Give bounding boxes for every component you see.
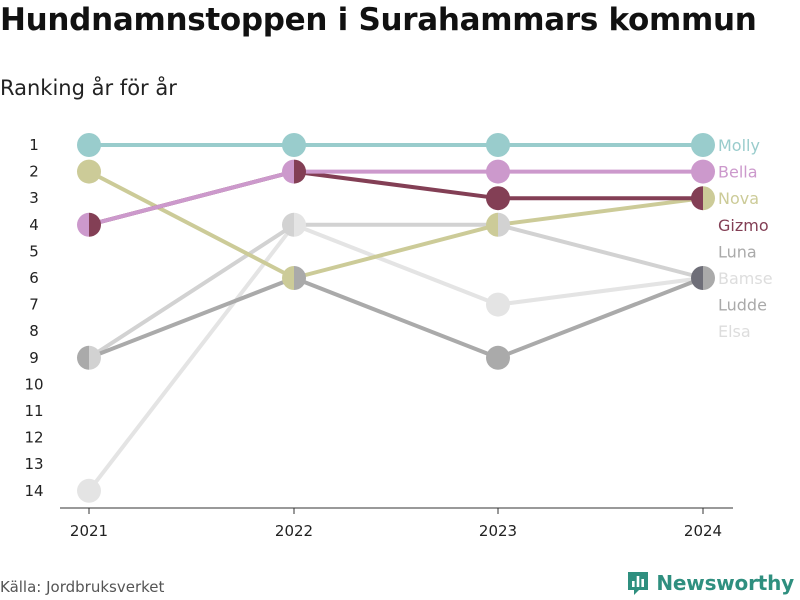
point-2022-rank-4-right <box>294 212 306 237</box>
series-label-nova: Nova <box>718 189 759 208</box>
series-line-luna <box>87 276 705 360</box>
point-2021-rank-2 <box>77 159 101 184</box>
point-2022-rank-2-left <box>282 159 294 184</box>
point-2024-rank-6-right <box>703 266 715 290</box>
series-line-nova <box>87 169 705 280</box>
brand-name: Newsworthy <box>656 571 794 595</box>
point-2024-rank-1 <box>691 133 715 157</box>
series-label-ludde: Ludde <box>718 296 767 315</box>
x-tick-label: 2022 <box>275 522 313 540</box>
series-label-gizmo: Gizmo <box>718 216 769 235</box>
series-line-gizmo <box>87 169 705 227</box>
series-line-ludde <box>87 222 705 360</box>
series-label-molly: Molly <box>718 136 760 155</box>
point-2023-rank-9 <box>486 345 510 370</box>
bar-chart-icon <box>628 572 649 595</box>
point-2024-rank-3-right <box>703 186 715 211</box>
point-2023-rank-2 <box>486 159 510 184</box>
y-tick-label: 14 <box>24 482 43 500</box>
y-tick-label: 3 <box>29 189 39 207</box>
y-tick-label: 9 <box>29 349 39 367</box>
series-label-bamse: Bamse <box>718 269 773 288</box>
y-tick-label: 6 <box>29 269 39 287</box>
series-lines <box>87 143 705 493</box>
point-2023-rank-1 <box>486 133 510 157</box>
y-tick-label: 2 <box>29 163 39 181</box>
point-2022-rank-6-left <box>282 266 294 290</box>
x-tick-label: 2023 <box>479 522 517 540</box>
point-2021-rank-1 <box>77 133 101 157</box>
y-tick-label: 1 <box>29 136 39 154</box>
series-line-bella <box>87 169 705 227</box>
point-2021-rank-14 <box>77 478 101 503</box>
point-2024-rank-6-left <box>691 266 703 290</box>
point-2022-rank-2-right <box>294 159 306 184</box>
series-labels: Molly Bella Nova Gizmo Luna Bamse Ludde Elsa <box>718 136 773 341</box>
source-note: Källa: Jordbruksverket <box>0 578 165 596</box>
series-label-luna: Luna <box>718 242 757 261</box>
y-tick-label: 10 <box>24 375 43 393</box>
point-2022-rank-1 <box>282 133 306 157</box>
y-tick-label: 8 <box>29 322 39 340</box>
point-2021-rank-9-left <box>77 345 89 370</box>
point-2022-rank-4-left <box>282 212 294 237</box>
point-2022-rank-6-right <box>294 266 306 290</box>
y-tick-label: 12 <box>24 429 43 447</box>
series-points <box>77 133 715 503</box>
y-tick-label: 11 <box>24 402 43 420</box>
series-line-elsa <box>87 222 705 493</box>
point-2023-rank-3 <box>486 186 510 211</box>
point-2021-rank-4-left <box>77 212 89 237</box>
series-label-elsa: Elsa <box>718 322 751 341</box>
series-label-bella: Bella <box>718 163 758 182</box>
chart-subtitle: Ranking år för år <box>0 76 177 100</box>
point-2021-rank-4-right <box>89 212 101 237</box>
brand-logo: Newsworthy <box>626 570 794 596</box>
point-2023-rank-4-left <box>486 212 498 237</box>
point-2024-rank-3-left <box>691 186 703 211</box>
x-tick-label: 2021 <box>70 522 108 540</box>
y-tick-label: 7 <box>29 296 39 314</box>
point-2023-rank-4-right <box>498 212 510 237</box>
y-tick-label: 5 <box>29 242 39 260</box>
y-tick-label: 13 <box>24 455 43 473</box>
point-2021-rank-9-right <box>89 345 101 370</box>
chart-title: Hundnamnstoppen i Surahammars kommun <box>0 2 757 38</box>
x-tick-label: 2024 <box>684 522 722 540</box>
point-2024-rank-2 <box>691 159 715 184</box>
y-tick-label: 4 <box>29 216 39 234</box>
point-2023-rank-7 <box>486 292 510 317</box>
